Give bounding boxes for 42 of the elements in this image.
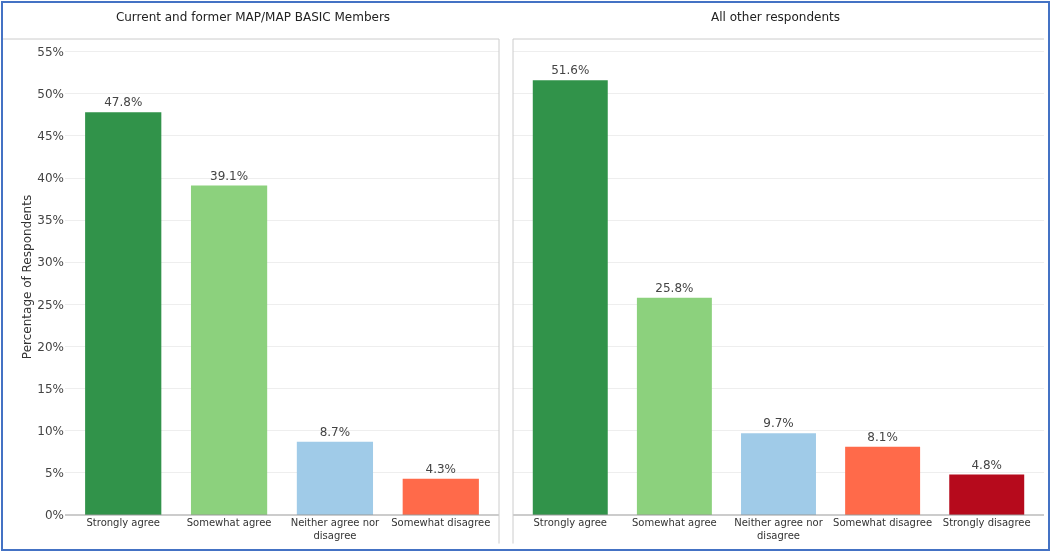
bar xyxy=(296,441,374,515)
bar xyxy=(845,446,921,515)
bar xyxy=(949,474,1025,515)
y-axis-title: Percentage of Respondents xyxy=(20,194,34,360)
data-label: 8.7% xyxy=(319,424,351,439)
data-label: 51.6% xyxy=(551,63,590,78)
data-label: 4.3% xyxy=(425,461,457,476)
data-label: 4.8% xyxy=(971,457,1002,472)
x-tick-label: Strongly disagree xyxy=(942,517,1031,528)
y-tick-label: 20% xyxy=(37,339,64,354)
y-tick-label: 25% xyxy=(37,297,64,312)
data-label: 39.1% xyxy=(210,168,249,183)
bar xyxy=(532,80,608,515)
x-tick-label: Strongly agree xyxy=(86,517,160,528)
y-tick-label: 15% xyxy=(37,381,64,396)
bar xyxy=(85,112,162,515)
y-tick-label: 10% xyxy=(37,423,64,438)
bar xyxy=(402,478,479,515)
y-tick-label: 50% xyxy=(37,86,64,101)
y-tick-label: 45% xyxy=(37,129,64,144)
x-tick-label: Neither agree nor disagree xyxy=(734,517,824,541)
chart-title: Current and former MAP/MAP BASIC Members xyxy=(115,10,391,25)
bar xyxy=(190,185,268,515)
data-label: 9.7% xyxy=(763,416,794,431)
y-tick-label: 5% xyxy=(44,466,64,481)
bar xyxy=(741,433,816,515)
y-tick-label: 55% xyxy=(37,44,64,59)
y-tick-label: 30% xyxy=(37,255,64,270)
x-tick-label: Somewhat disagree xyxy=(833,517,933,528)
x-tick-label: Strongly agree xyxy=(533,517,608,528)
y-tick-label: 35% xyxy=(37,213,64,228)
y-tick-label: 40% xyxy=(37,171,64,186)
bar xyxy=(636,297,712,515)
data-label: 8.1% xyxy=(867,429,898,444)
x-tick-label: Neither agree nor disagree xyxy=(290,517,381,541)
data-label: 25.8% xyxy=(655,280,694,295)
x-tick-label: Somewhat agree xyxy=(631,517,717,528)
x-tick-label: Somewhat disagree xyxy=(391,517,491,528)
chart-title: All other respondents xyxy=(711,10,840,25)
y-tick-label: 0% xyxy=(44,508,64,523)
data-label: 47.8% xyxy=(104,95,143,110)
x-tick-label: Somewhat agree xyxy=(186,517,272,528)
